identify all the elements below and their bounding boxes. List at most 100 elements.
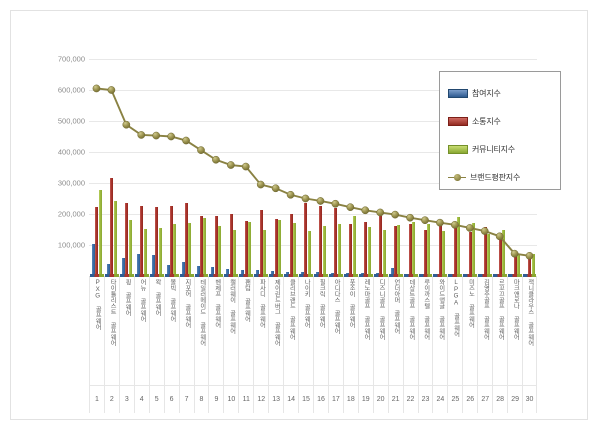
category-label: 레노마골프 골프웨어 (363, 279, 370, 340)
category-label-cell: 볼빅 골프웨어 (163, 274, 179, 385)
legend-marker-brand-reputation-icon (448, 174, 466, 181)
category-label-cell: 데상트골프 골프웨어 (402, 274, 418, 385)
bar-community (367, 227, 371, 276)
bar-communication (408, 223, 412, 276)
category-label: 어뉴 골프웨어 (139, 279, 146, 322)
chart-frame: 700,000 600,000 500,000 400,000 300,000 200,0… (10, 10, 588, 420)
category-tick-stub (343, 274, 358, 277)
category-label-cell: 디즈니골프 골프웨어 (372, 274, 388, 385)
category-label-cell: 김영주골프 골프웨어 (477, 274, 493, 385)
category-label: 언더아머 골프웨어 (392, 279, 400, 334)
category-label: 루이까스텔 골프웨어 (422, 279, 430, 340)
line-data-point (227, 161, 235, 169)
bar-participation (136, 254, 140, 276)
line-data-point (197, 146, 205, 154)
index-label-cell: 18 (342, 385, 358, 413)
category-label-cell: 파사디 골프웨어 (253, 274, 269, 385)
category-label-cell: 어뉴 골프웨어 (133, 274, 149, 385)
index-label-cell: 28 (492, 385, 507, 413)
category-label: 벤제프 골프웨어 (213, 279, 221, 328)
legend-swatch-community-icon (448, 144, 468, 154)
legend-item: 참여지수 (448, 79, 554, 107)
legend-item: 브랜드평판지수 (448, 163, 554, 191)
category-tick-stub (209, 274, 224, 277)
bar-community (501, 230, 505, 276)
category-tick-stub (523, 274, 536, 277)
line-data-point (92, 84, 101, 93)
category-label-cell: 클리브랜드 골프웨어 (283, 274, 299, 385)
category-label-cell: 와이드앵글 골프웨어 (432, 274, 448, 385)
category-label-cell: 팬텀 골프웨어 (238, 274, 254, 385)
line-data-point (510, 249, 519, 258)
bar-communication (468, 231, 472, 276)
legend-item: 커뮤니티지수 (448, 135, 554, 163)
bar-group (119, 59, 134, 276)
y-axis-tick-label: 500,000 (57, 116, 85, 126)
category-tick-stub (328, 274, 343, 277)
category-label-cell: 제이린드버그 골프웨어 (268, 274, 284, 385)
category-label-cell: 테일러메이드 골프웨어 (193, 274, 209, 385)
y-axis-tick-label: 600,000 (57, 85, 85, 95)
bar-group (194, 59, 209, 276)
value-axis-baseline (89, 276, 537, 277)
category-tick-stub (284, 274, 299, 277)
index-label-cell: 22 (402, 385, 418, 413)
line-data-point (406, 213, 414, 222)
y-axis-tick-label: 700,000 (57, 54, 85, 64)
bar-communication (349, 223, 353, 276)
category-label-cell: 타이틀리스트 골프웨어 (103, 274, 119, 385)
index-label-cell: 5 (148, 385, 164, 413)
bar-community (412, 221, 416, 276)
category-label: 테일러메이드 골프웨어 (198, 279, 206, 346)
category-tick-stub (224, 274, 239, 277)
category-label: LPGA 골프웨어 (452, 279, 460, 338)
bar-group (283, 59, 298, 276)
bar-group (179, 59, 194, 276)
bar-community (233, 229, 237, 276)
bar-community (487, 233, 491, 276)
line-data-point (167, 132, 175, 141)
category-label: 김영주골프 골프웨어 (482, 279, 490, 340)
line-data-point (241, 162, 250, 171)
legend-label: 커뮤니티지수 (472, 144, 515, 154)
bar-group (388, 59, 403, 276)
line-data-point (451, 221, 459, 229)
category-label: 제이린드버그 골프웨어 (273, 279, 281, 346)
bar-communication (259, 210, 263, 276)
bar-communication (453, 227, 457, 276)
index-label-cell: 14 (283, 385, 298, 413)
category-label-cell: 풋조이 골프웨어 (342, 274, 358, 385)
bar-community (203, 217, 207, 276)
category-tick-stub (493, 274, 508, 277)
category-label-cell: 마크앤로나 골프웨어 (507, 274, 523, 385)
category-label: 캘러웨이 골프웨어 (228, 279, 236, 334)
index-label-cell: 12 (253, 385, 268, 413)
category-tick-stub (358, 274, 373, 277)
bar-participation (166, 265, 170, 276)
bar-community (277, 219, 281, 276)
bar-group (253, 59, 268, 276)
gridline (89, 152, 537, 153)
category-label-cell: 미즈노 골프웨어 (462, 274, 478, 385)
bar-group (298, 59, 313, 276)
category-label-cell: 루이까스텔 골프웨어 (417, 274, 433, 385)
category-tick-stub (314, 274, 328, 277)
line-data-point (421, 216, 429, 225)
bar-communication (498, 232, 502, 276)
bar-communication (274, 218, 278, 276)
category-label-cell: 왁 골프웨어 (148, 274, 164, 385)
bar-communication (513, 251, 517, 276)
category-label: 파사디 골프웨어 (258, 279, 266, 328)
y-axis-tick-label: 400,000 (57, 147, 85, 157)
bar-communication (334, 208, 338, 276)
bar-group (104, 59, 119, 276)
index-label-cell: 13 (268, 385, 283, 413)
bar-community (442, 231, 446, 276)
bar-communication (364, 221, 368, 276)
bar-participation (121, 258, 125, 276)
bar-communication (483, 227, 487, 276)
legend-item: 소통지수 (448, 107, 554, 135)
y-axis-tick-label: 100,000 (57, 240, 85, 250)
category-tick-stub (119, 274, 134, 277)
category-label-cell: 아디다스 골프웨어 (327, 274, 343, 385)
